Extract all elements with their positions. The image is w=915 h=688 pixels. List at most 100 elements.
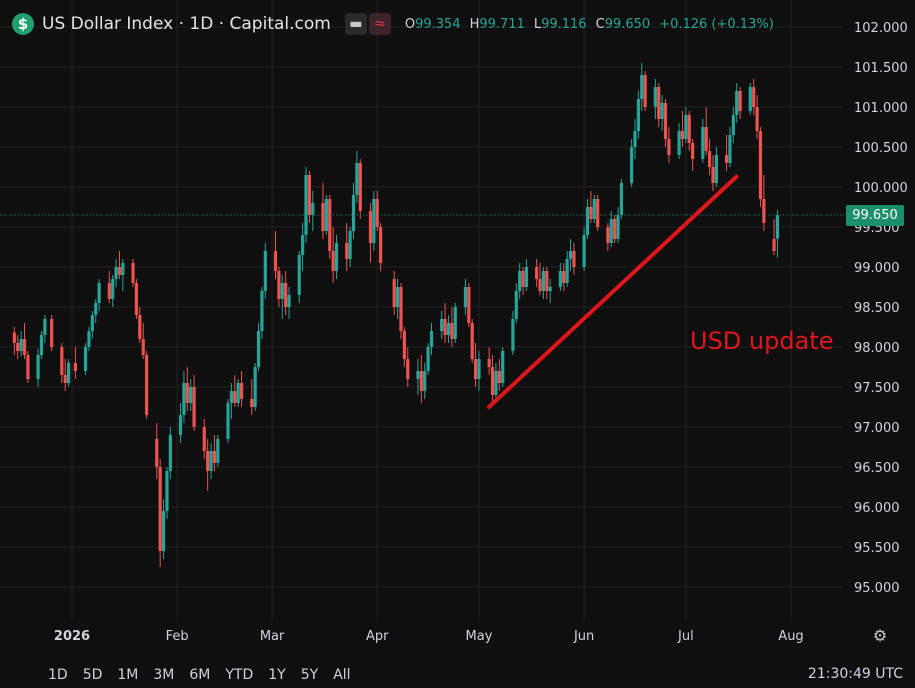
candle [111, 275, 115, 307]
candle-body [12, 332, 16, 343]
candle [494, 363, 498, 399]
candle-body [446, 323, 451, 335]
low-label: L [533, 16, 542, 32]
candle [640, 63, 644, 111]
candle [321, 183, 325, 239]
candle [562, 263, 566, 291]
candle [395, 279, 400, 319]
candle [121, 259, 125, 291]
candle [473, 343, 478, 387]
y-tick-label: 96.000 [854, 501, 900, 516]
candle [226, 399, 230, 443]
candle-body [724, 155, 729, 163]
candle-body [182, 383, 186, 415]
candle [351, 183, 356, 239]
candle-body [755, 107, 759, 131]
candle [67, 359, 71, 387]
timeframe-5d[interactable]: 5D [82, 667, 103, 683]
price-axis[interactable]: 95.000 95.500 96.000 96.500 97.000 97.500 98.0… [854, 21, 908, 596]
dollar-icon: $ [12, 13, 34, 35]
timeframe-5y[interactable]: 5Y [300, 667, 319, 683]
timeframe-6m[interactable]: 6M [189, 667, 211, 683]
candle [758, 127, 763, 207]
candle [16, 335, 20, 359]
candle-body [501, 351, 505, 383]
ohlc-readout: O99.354 H99.711 L99.116 C99.650 +0.126 (+0.1… [405, 17, 774, 32]
candle [233, 375, 237, 407]
candle [535, 259, 539, 287]
candle [256, 323, 261, 371]
candle-body [687, 115, 691, 143]
candle-body [178, 415, 183, 435]
symbol-title[interactable]: US Dollar Index · 1D · Capital.com [42, 14, 331, 34]
wave-icon[interactable]: ≈ [368, 13, 391, 35]
y-tick-label: 102.000 [854, 21, 908, 36]
candle-body [73, 363, 77, 371]
y-tick-label: 97.000 [854, 421, 900, 436]
candle-body [677, 131, 681, 155]
time-axis[interactable]: 2026 Feb Mar Apr May Jun Jul Aug [54, 629, 804, 644]
candle-body [212, 451, 217, 463]
candle [165, 467, 169, 519]
timeframe-1m[interactable]: 1M [117, 667, 139, 683]
candle-body [758, 131, 763, 199]
candle-body [701, 127, 705, 159]
candle-body [90, 315, 94, 331]
candle-body [351, 195, 356, 231]
candle-body [16, 343, 20, 351]
candle [189, 379, 193, 411]
candle [613, 215, 617, 243]
candle-body [39, 335, 44, 355]
candle [182, 371, 186, 423]
trend-line[interactable] [486, 174, 739, 409]
candle [657, 83, 661, 127]
timeframe-buttons: 1D 5D 1M 3M 6M YTD 1Y 5Y All [24, 667, 351, 683]
candle [701, 119, 705, 163]
settings-icon[interactable]: ⚙ [872, 626, 888, 645]
candle-body [63, 375, 67, 383]
candle [663, 99, 668, 147]
candle-body [585, 207, 590, 235]
utc-clock[interactable]: 21:30:49 UTC [807, 666, 903, 682]
candle [209, 443, 213, 479]
candle-body [368, 211, 373, 243]
candle-body [226, 403, 230, 439]
timeframe-1y[interactable]: 1Y [268, 667, 286, 683]
candle [514, 283, 518, 323]
candle-body [280, 283, 284, 299]
candle-body [521, 271, 525, 287]
timeframe-3m[interactable]: 3M [153, 667, 175, 683]
candle [406, 347, 410, 387]
candle-body [643, 75, 647, 107]
candle [280, 275, 284, 319]
candle-body [67, 363, 71, 383]
candle [212, 435, 217, 471]
candle [738, 87, 742, 119]
candle-body [568, 251, 573, 259]
candle-body [477, 359, 481, 379]
candle [558, 263, 562, 291]
candle [185, 367, 189, 411]
candle-body [277, 271, 281, 299]
timeframe-1d[interactable]: 1D [48, 667, 68, 683]
annotation-text[interactable]: USD update [690, 327, 834, 355]
candle [26, 351, 30, 383]
candle-body [419, 371, 423, 391]
header-buttons: ▬ ≈ [344, 13, 393, 35]
candle-body [704, 127, 708, 151]
candle [131, 259, 135, 287]
candle-body [206, 451, 210, 471]
candle-body [345, 243, 349, 259]
timeframe-ytd[interactable]: YTD [225, 667, 254, 683]
x-tick-label: May [466, 629, 493, 644]
timeframe-all[interactable]: All [333, 667, 351, 683]
candle [728, 127, 732, 167]
candle [565, 251, 569, 287]
candle [253, 363, 257, 411]
minus-icon[interactable]: ▬ [344, 13, 367, 35]
candle-body [402, 331, 406, 359]
candlestick-series [12, 63, 780, 567]
candle [490, 355, 495, 403]
